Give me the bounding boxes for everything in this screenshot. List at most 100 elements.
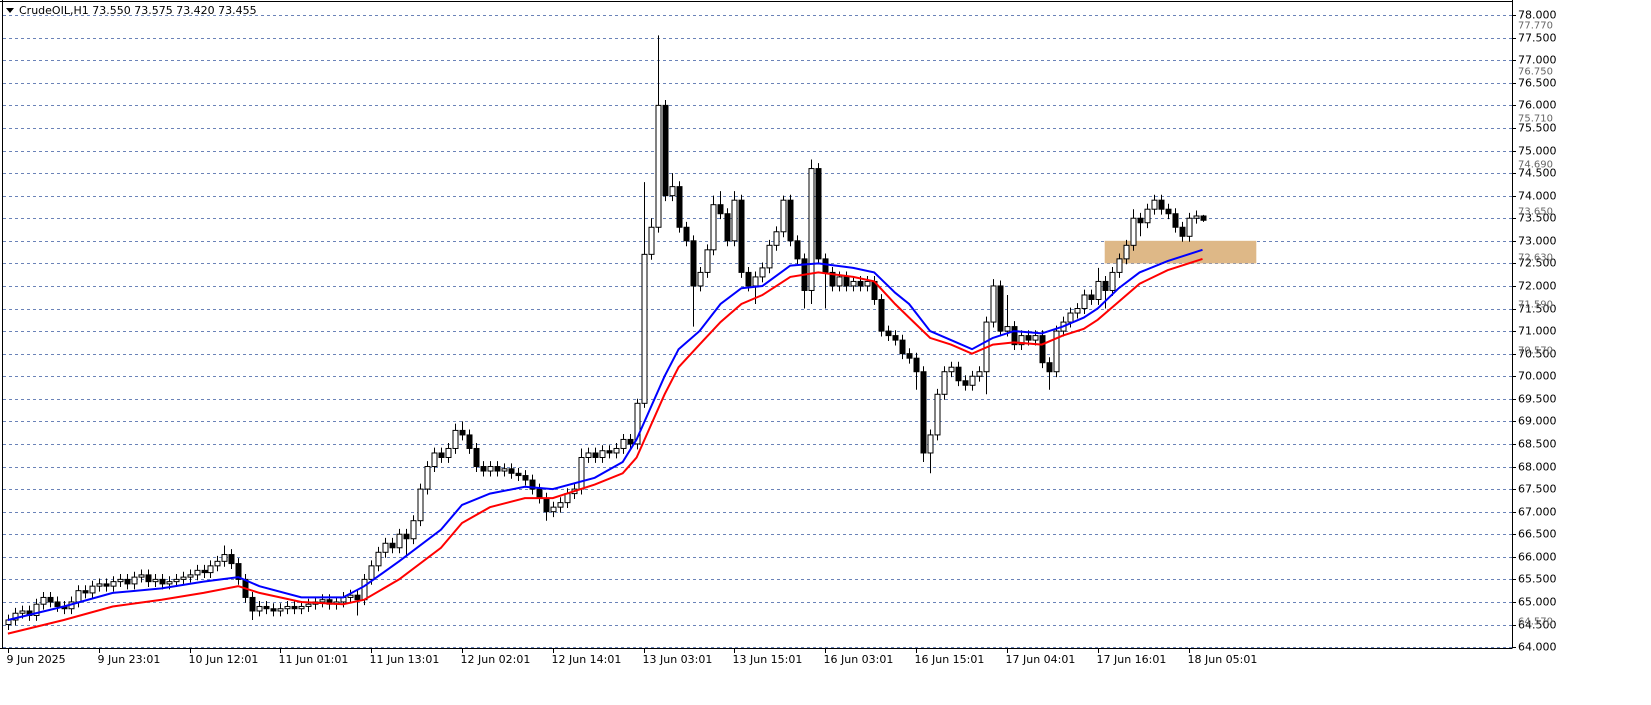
- candle-body: [550, 506, 557, 513]
- level-label: 72.630: [1518, 253, 1553, 264]
- candle-body: [1137, 217, 1144, 224]
- candle-body: [1081, 294, 1088, 310]
- candle-body: [864, 280, 871, 287]
- candle-body: [990, 285, 997, 323]
- candle-body: [592, 452, 599, 458]
- candle-body: [1116, 258, 1123, 273]
- candle-body: [1193, 215, 1200, 219]
- candle-body: [731, 199, 738, 242]
- candle-body: [508, 468, 515, 474]
- candle-body: [794, 240, 801, 260]
- level-label: 73.650: [1518, 206, 1553, 217]
- y-tick-label: 67.500: [1518, 483, 1557, 496]
- candle-body: [829, 271, 836, 287]
- y-tick-label: 73.500: [1518, 212, 1557, 225]
- candle-body: [585, 452, 592, 458]
- candle-body: [201, 569, 208, 574]
- candle-body: [263, 605, 270, 610]
- candle-body: [249, 596, 256, 612]
- candle-body: [892, 335, 899, 341]
- level-label: 64.570: [1518, 616, 1553, 627]
- candle-body: [389, 542, 396, 549]
- candle-body: [955, 366, 962, 382]
- y-tick-label: 64.000: [1518, 641, 1557, 654]
- candle-body: [906, 353, 913, 359]
- candle-body: [145, 574, 152, 583]
- candle-body: [1144, 208, 1151, 224]
- candle-body: [648, 226, 655, 255]
- candle-body: [899, 339, 906, 355]
- candle-body: [773, 231, 780, 246]
- ma-line: [7, 248, 1203, 621]
- candle-body: [655, 104, 662, 228]
- candle-body: [438, 452, 445, 458]
- y-tick-label: 75.500: [1518, 122, 1557, 135]
- candle-body: [1158, 199, 1165, 210]
- candle-body: [40, 596, 47, 605]
- candle-body: [75, 590, 82, 603]
- candle-body: [920, 371, 927, 454]
- candle-body: [578, 456, 585, 490]
- x-tick-label: 12 Jun 14:01: [552, 653, 622, 666]
- candle-body: [1151, 199, 1158, 210]
- x-tick-label: 16 Jun 15:01: [915, 653, 985, 666]
- candle-body: [494, 466, 501, 472]
- candle-body: [1011, 326, 1018, 346]
- x-tick-label: 9 Jun 23:01: [98, 653, 161, 666]
- candle-body: [529, 479, 536, 490]
- candle-body: [1046, 362, 1053, 373]
- candle-body: [962, 380, 969, 386]
- y-tick-label: 71.500: [1518, 303, 1557, 316]
- candle-body: [1172, 213, 1179, 228]
- candle-body: [501, 468, 508, 472]
- y-tick-label: 70.500: [1518, 348, 1557, 361]
- candle-body: [459, 429, 466, 436]
- candle-body: [822, 258, 829, 273]
- candle-body: [717, 204, 724, 215]
- level-label: 75.710: [1518, 113, 1553, 124]
- x-tick-label: 9 Jun 2025: [7, 653, 66, 666]
- x-tick-label: 17 Jun 04:01: [1006, 653, 1076, 666]
- candle-body: [745, 271, 752, 287]
- candle-body: [417, 488, 424, 522]
- y-tick-label: 65.500: [1518, 573, 1557, 586]
- candle-body: [1102, 280, 1109, 291]
- candle-body: [235, 563, 242, 580]
- candle-body: [913, 357, 920, 373]
- y-tick-label: 67.000: [1518, 506, 1557, 519]
- x-tick-label: 13 Jun 15:01: [733, 653, 803, 666]
- candle-body: [166, 581, 173, 585]
- candle-body: [766, 244, 773, 269]
- candle-body: [557, 502, 564, 508]
- x-tick-label: 17 Jun 16:01: [1097, 653, 1167, 666]
- candle-body: [291, 605, 298, 610]
- y-tick-label: 66.500: [1518, 528, 1557, 541]
- menu-icon[interactable]: [6, 8, 14, 13]
- y-tick-label: 64.500: [1518, 619, 1557, 632]
- candle-body: [780, 199, 787, 233]
- candle-body: [1109, 271, 1116, 291]
- x-tick-label: 10 Jun 12:01: [189, 653, 259, 666]
- candle-body: [277, 608, 284, 612]
- candle-body: [354, 594, 361, 601]
- level-label: 77.770: [1518, 20, 1553, 31]
- level-label: 71.590: [1518, 299, 1553, 310]
- candle-body: [256, 605, 263, 612]
- candle-body: [522, 475, 529, 481]
- y-tick-label: 74.000: [1518, 190, 1557, 203]
- candle-body: [885, 330, 892, 337]
- candle-body: [19, 610, 26, 614]
- candle-body: [815, 168, 822, 260]
- candle-body: [410, 520, 417, 540]
- candle-body: [515, 472, 522, 477]
- candle-body: [857, 280, 864, 287]
- y-tick-label: 77.000: [1518, 54, 1557, 67]
- candle-body: [1095, 280, 1102, 300]
- candle-body: [138, 574, 145, 578]
- candle-body: [662, 104, 669, 197]
- candle-body: [634, 402, 641, 445]
- candle-body: [1088, 294, 1095, 300]
- x-tick-label: 12 Jun 02:01: [461, 653, 531, 666]
